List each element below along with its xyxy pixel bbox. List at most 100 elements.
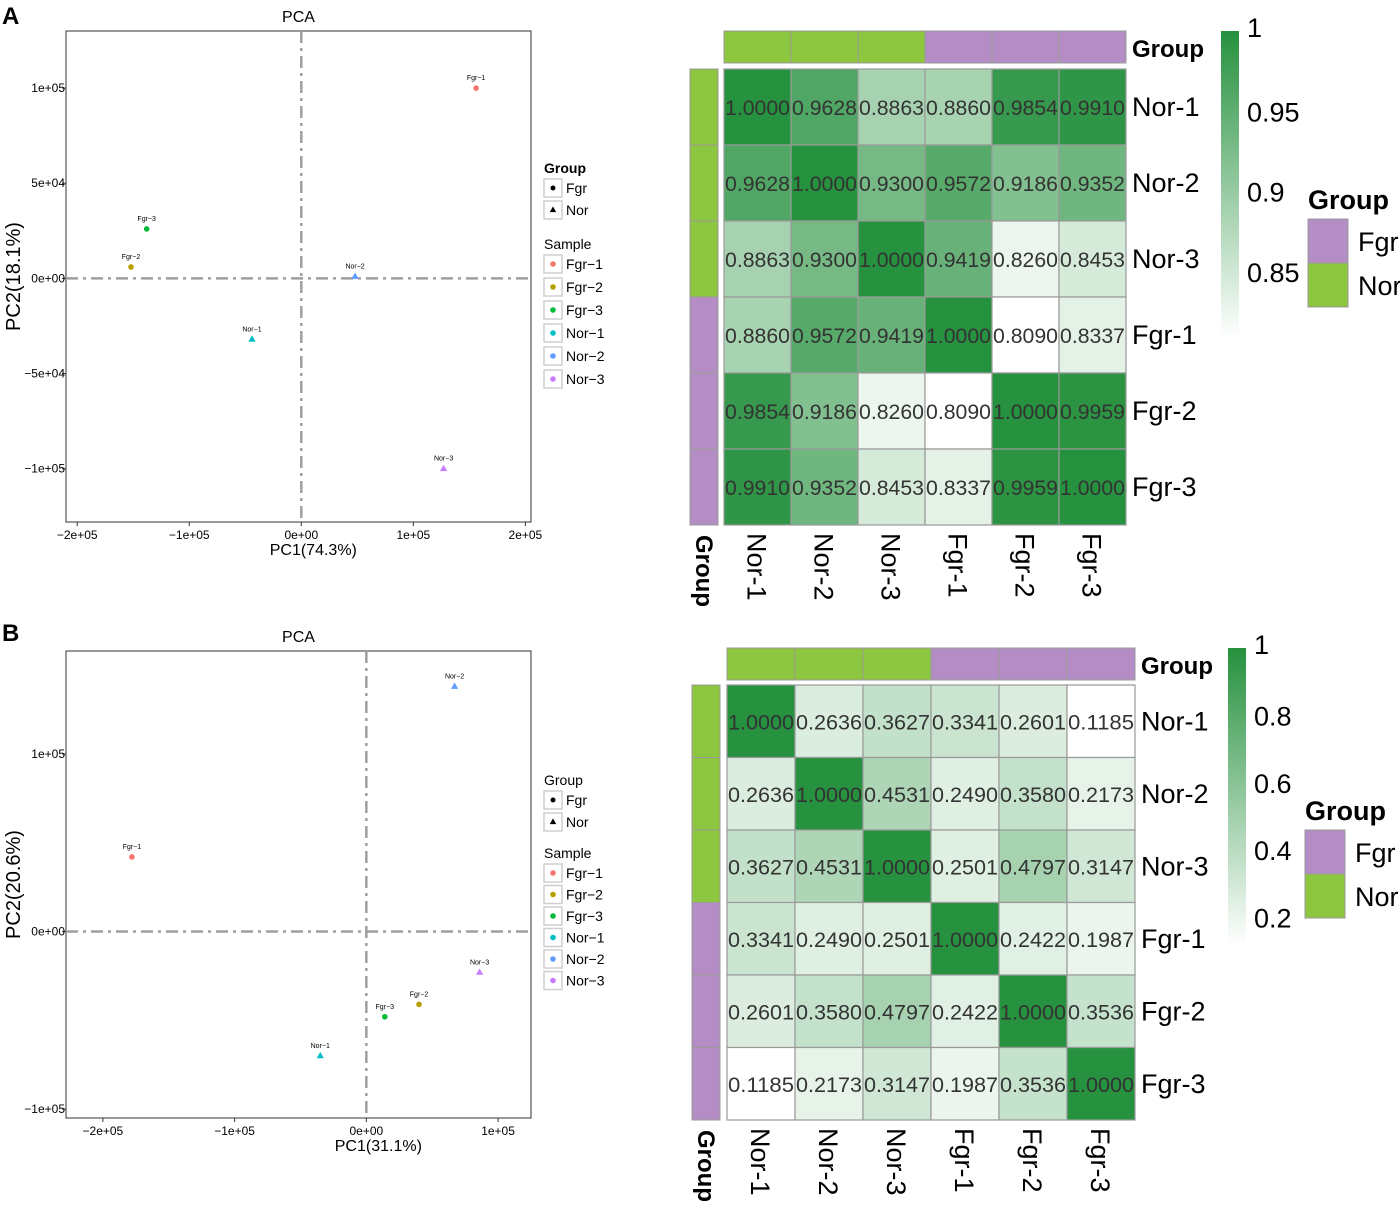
colorbar-tick-label: 0.6 [1254, 769, 1292, 799]
side-group-annotation-cell [689, 144, 719, 222]
x-tick-label: 1e+05 [396, 528, 430, 542]
heatmap-cell-value: 1.0000 [926, 325, 991, 348]
heatmap-cell [862, 1046, 932, 1121]
pca-point [416, 1001, 422, 1008]
pca-point [143, 226, 150, 232]
heatmap-cell-value: 1.0000 [796, 784, 862, 807]
heatmap-cell [790, 68, 859, 146]
heatmap-cell-value: 0.8453 [1060, 249, 1125, 272]
side-group-annotation-cell [691, 829, 721, 903]
legend-sample-symbol [550, 330, 556, 336]
pca-point [476, 968, 484, 975]
heatmap-cell-value: 0.9628 [792, 97, 857, 120]
heatmap-row-label: Nor-1 [1132, 92, 1200, 122]
heatmap-cell-value: 0.8337 [1060, 325, 1125, 348]
heatmap-legend-key [1304, 829, 1346, 875]
x-tick-label: 0e+00 [349, 1124, 383, 1138]
heatmap-cell [991, 448, 1060, 526]
heatmap-cell-value: 1.0000 [864, 856, 930, 879]
heatmap-cell-value: 0.9300 [859, 173, 924, 196]
x-tick-label: −1e+05 [169, 528, 210, 542]
heatmap-column-label: Nor-3 [881, 1128, 911, 1196]
x-tick-label: −2e+05 [57, 528, 98, 542]
pca-title: PCA [282, 9, 315, 26]
pca-x-axis-label: PC1(31.1%) [335, 1138, 422, 1155]
heatmap-cell-value: 0.3627 [728, 856, 794, 879]
heatmap-cell [1058, 296, 1127, 374]
pca-plot-area [65, 650, 532, 1119]
heatmap-cell [857, 220, 926, 298]
heatmap-cell [794, 974, 864, 1049]
legend-group-label: Nor [566, 814, 589, 830]
heatmap-cell-value: 0.9959 [993, 477, 1058, 500]
heatmap-cell-value: 0.3147 [1068, 856, 1134, 879]
pca-point [248, 335, 256, 342]
heatmap-column-label: Nor-2 [809, 533, 839, 601]
legend-sample-label: Nor−1 [566, 930, 605, 946]
heatmap-cell [723, 448, 792, 526]
heatmap-cell-value: 0.8860 [926, 97, 991, 120]
legend-group-symbol [549, 206, 557, 213]
y-tick-label: 0e+00 [31, 271, 65, 285]
heatmap-cell-value: 0.2601 [1000, 711, 1066, 734]
legend-sample-label: Nor−3 [566, 371, 605, 387]
legend-sample-label: Fgr−2 [566, 279, 603, 295]
heatmap-cell [794, 684, 864, 759]
heatmap-cell-value: 0.3536 [1000, 1074, 1066, 1097]
top-annotation-label: Group [1141, 653, 1213, 680]
heatmap-legend-key [1307, 262, 1349, 308]
pca-point [450, 682, 459, 689]
heatmap-cell-value: 0.8860 [725, 325, 790, 348]
y-tick-label: −1e+05 [24, 1102, 65, 1116]
heatmap-column-label: Fgr-2 [1017, 1128, 1047, 1193]
pca-point-label: Nor−3 [470, 959, 489, 966]
pca-point-label: Fgr−2 [410, 991, 429, 998]
legend-sample-label: Nor−1 [566, 325, 605, 341]
x-tick-label: 0e+00 [284, 528, 318, 542]
side-annotation-label: Group [690, 535, 717, 607]
heatmap-column-label: Fgr-2 [1010, 533, 1040, 598]
legend-sample-title: Sample [544, 236, 592, 252]
heatmap-cell-value: 1.0000 [993, 401, 1058, 424]
heatmap-cell-value: 0.8090 [926, 401, 991, 424]
pca-point-label: Fgr−3 [376, 1004, 395, 1011]
side-group-annotation-cell [691, 1047, 721, 1121]
legend-sample-symbol [550, 261, 556, 267]
heatmap-cell-value: 0.2173 [1068, 784, 1134, 807]
heatmap-column-label: Fgr-3 [1077, 533, 1107, 598]
heatmap-cell-value: 0.9186 [792, 401, 857, 424]
heatmap-cell-value: 0.4797 [864, 1001, 930, 1024]
pca-x-axis-label: PC1(74.3%) [270, 542, 357, 559]
heatmap-cell-value: 0.2501 [932, 856, 998, 879]
side-group-annotation-cell [689, 296, 719, 374]
pca-point [129, 854, 135, 860]
heatmap-cell [924, 220, 993, 298]
heatmap-row-label: Fgr-3 [1141, 1069, 1206, 1099]
heatmap-cell [726, 974, 796, 1049]
heatmap-cell [998, 974, 1068, 1049]
heatmap-row-label: Fgr-1 [1132, 320, 1197, 350]
pca-y-axis-label: PC2(18.1%) [3, 222, 25, 331]
heatmap-row-label: Fgr-3 [1132, 472, 1197, 502]
heatmap-cell [723, 68, 792, 146]
heatmap-cell [991, 372, 1060, 450]
heatmap-cell [726, 684, 796, 759]
heatmap-cell [726, 829, 796, 904]
pca-point-label: Fgr−1 [123, 844, 142, 851]
heatmap-cell [991, 296, 1060, 374]
y-tick-label: −1e+05 [24, 462, 65, 476]
panel-letter-a: A [2, 3, 19, 30]
heatmap-cell [991, 220, 1060, 298]
heatmap-cell [794, 756, 864, 831]
pca-point-label: Nor−2 [345, 264, 364, 271]
heatmap-cell-value: 0.1185 [728, 1074, 794, 1097]
panel-letter-b: B [2, 620, 19, 647]
top-group-annotation-cell [726, 647, 796, 681]
heatmap-legend-title: Group [1305, 796, 1386, 826]
x-tick-label: −1e+05 [214, 1124, 255, 1138]
heatmap-cell [930, 901, 1000, 976]
heatmap-cell-value: 1.0000 [1000, 1001, 1066, 1024]
heatmap-cell [723, 144, 792, 222]
heatmap-row-label: Nor-2 [1141, 779, 1209, 809]
heatmap-cell [790, 296, 859, 374]
